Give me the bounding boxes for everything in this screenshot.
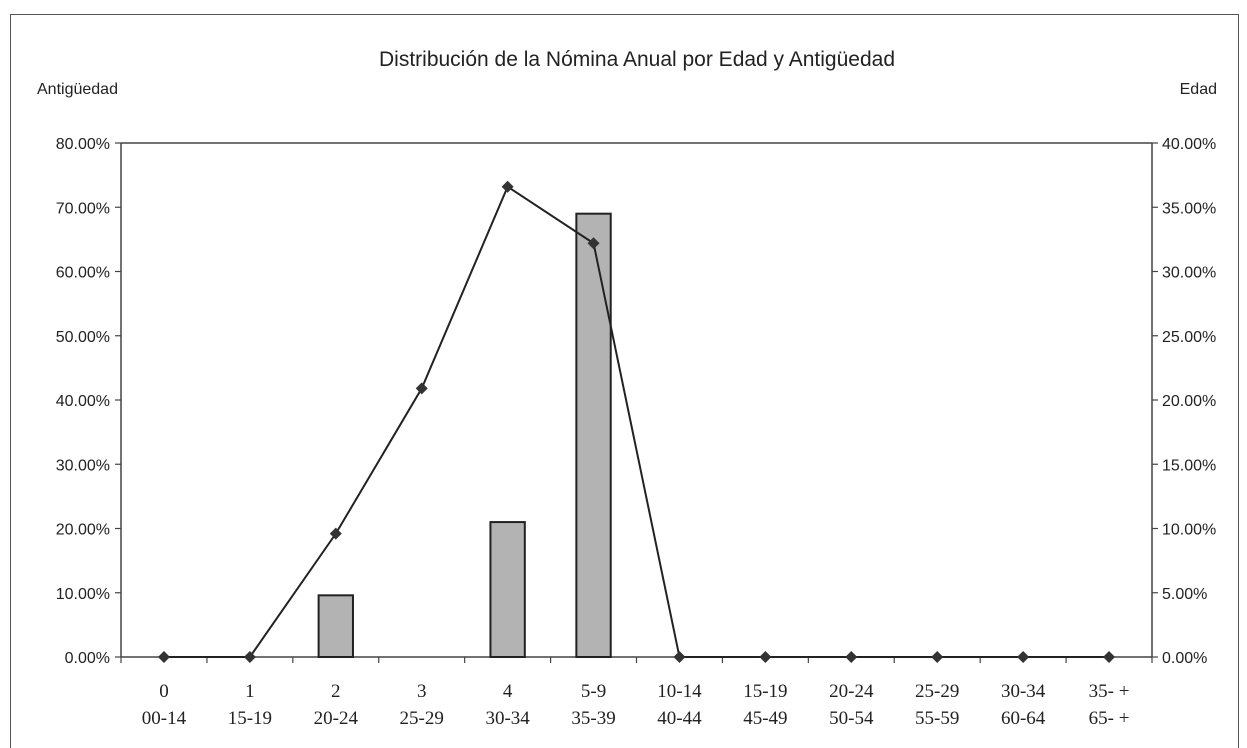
edad-point-marker <box>329 527 342 540</box>
right-tick-label: 20.00% <box>1162 393 1216 410</box>
edad-point-marker <box>587 237 600 250</box>
right-tick-label: 0.00% <box>1162 650 1207 667</box>
antiguedad-category-label: 4 <box>503 681 513 702</box>
antiguedad-category-label: 35- + <box>1089 681 1130 702</box>
edad-category-label: 65- + <box>1089 708 1130 729</box>
right-axis-label: Edad <box>1180 81 1217 98</box>
x-tick-labels: 0 00-14 1 15-19 2 20-24 3 25-29 4 30-34 5-9 35-39 10… <box>142 681 1130 729</box>
edad-point-marker <box>415 382 428 395</box>
left-tick-label: 80.00% <box>56 136 110 153</box>
antiguedad-category-label: 20-24 <box>829 681 874 702</box>
left-tick-label: 20.00% <box>56 522 110 539</box>
axes: 0.00% 0.00% 10.00% 5.00% 20.00% 10.00% 30.00% 1… <box>56 136 1217 667</box>
edad-category-label: 30-34 <box>485 708 530 729</box>
edad-point-marker <box>931 651 944 663</box>
edad-point-marker <box>759 651 772 663</box>
antiguedad-category-label: 15-19 <box>743 681 787 702</box>
chart-title: Distribución de la Nómina Anual por Edad… <box>379 48 895 71</box>
right-tick-label: 30.00% <box>1162 265 1216 282</box>
edad-category-label: 15-19 <box>228 708 272 729</box>
left-axis-label: Antigüedad <box>37 81 118 98</box>
right-tick-label: 35.00% <box>1162 200 1216 217</box>
left-tick-label: 0.00% <box>65 650 110 667</box>
edad-line <box>163 185 1110 658</box>
antiguedad-bar <box>575 212 612 659</box>
antiguedad-category-label: 5-9 <box>581 681 606 702</box>
edad-category-label: 60-64 <box>1001 708 1046 729</box>
edad-category-label: 25-29 <box>400 708 444 729</box>
edad-point-marker <box>673 651 686 663</box>
left-tick-label: 40.00% <box>56 393 110 410</box>
right-tick-label: 10.00% <box>1162 522 1216 539</box>
antiguedad-category-label: 3 <box>417 681 427 702</box>
left-tick-label: 60.00% <box>56 265 110 282</box>
edad-point-marker <box>845 651 858 663</box>
edad-category-label: 50-54 <box>829 708 874 729</box>
edad-category-label: 35-39 <box>571 708 615 729</box>
edad-category-label: 40-44 <box>657 708 702 729</box>
antiguedad-bar <box>317 594 354 659</box>
edad-category-label: 45-49 <box>743 708 787 729</box>
edad-point-marker <box>243 651 256 663</box>
right-tick-label: 15.00% <box>1162 457 1216 474</box>
age-line-series <box>157 180 1116 663</box>
left-tick-label: 50.00% <box>56 329 110 346</box>
edad-point-marker <box>501 180 514 193</box>
edad-point-marker <box>1017 651 1030 663</box>
antiguedad-bar <box>489 521 526 659</box>
bars <box>317 212 612 659</box>
left-tick-label: 30.00% <box>56 457 110 474</box>
antiguedad-category-label: 0 <box>159 681 169 702</box>
antiguedad-category-label: 30-34 <box>1001 681 1046 702</box>
right-tick-label: 25.00% <box>1162 329 1216 346</box>
antiguedad-category-label: 25-29 <box>915 681 959 702</box>
antiguedad-category-label: 10-14 <box>657 681 702 702</box>
edad-point-marker <box>157 651 170 663</box>
antiguedad-category-label: 1 <box>245 681 255 702</box>
edad-point-marker <box>1103 651 1116 663</box>
edad-category-label: 55-59 <box>915 708 959 729</box>
chart-frame <box>10 14 1239 748</box>
right-tick-label: 40.00% <box>1162 136 1216 153</box>
edad-category-label: 20-24 <box>314 708 359 729</box>
left-tick-label: 70.00% <box>56 200 110 217</box>
edad-category-label: 00-14 <box>142 708 187 729</box>
antiguedad-category-label: 2 <box>331 681 341 702</box>
left-tick-label: 10.00% <box>56 586 110 603</box>
right-tick-label: 5.00% <box>1162 586 1207 603</box>
